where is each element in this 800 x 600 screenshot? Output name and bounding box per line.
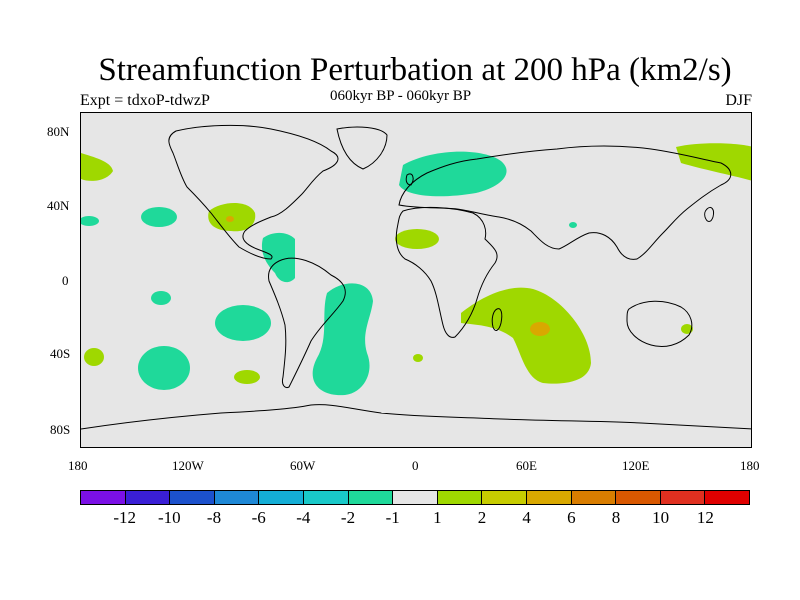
coast-north-america	[168, 124, 339, 260]
anomaly-s-atlantic	[312, 283, 373, 396]
map-panel	[80, 112, 752, 448]
anomaly-arctic-ne	[676, 143, 751, 181]
anomaly-core-mexico	[226, 216, 234, 222]
colorbar-label: 6	[567, 508, 576, 527]
coast-madagascar	[491, 308, 503, 331]
colorbar-label: 1	[433, 508, 442, 527]
colorbar-swatch	[170, 491, 215, 504]
colorbar-label: 8	[611, 508, 621, 527]
anomaly-small-s-pacific	[151, 291, 171, 305]
anomaly-n-atlantic	[399, 151, 507, 197]
coast-greenland	[336, 126, 388, 170]
colorbar-label: -10	[157, 508, 181, 527]
colorbar-label: -8	[206, 508, 222, 527]
colorbar-label: 12	[696, 508, 714, 527]
lat-tick-40n: 40N	[47, 198, 70, 213]
colorbar-label: 4	[522, 508, 531, 527]
anomaly-s-pacific-small	[234, 370, 260, 384]
period-label: 060kyr BP - 060kyr BP	[330, 88, 472, 104]
coast-uk	[405, 173, 414, 186]
anomaly-s-pacific	[138, 346, 190, 390]
lat-tick-80s: 80S	[50, 422, 71, 437]
season-label: DJF	[725, 92, 752, 109]
coast-south-america	[268, 257, 346, 388]
anomaly-core-indian	[530, 322, 550, 336]
anomaly-australia-east	[681, 324, 693, 334]
lat-tick-80n: 80N	[47, 124, 70, 139]
colorbar	[80, 490, 750, 505]
colorbar-label: -6	[251, 508, 266, 527]
coast-japan	[704, 206, 714, 222]
colorbar-swatch	[81, 491, 126, 504]
lon-tick-60e: 60E	[516, 458, 537, 473]
colorbar-swatch	[125, 491, 171, 504]
negative-anomaly-regions	[81, 151, 577, 396]
colorbar-swatch	[214, 491, 260, 504]
colorbar-swatch	[660, 491, 706, 504]
colorbar-swatch	[437, 491, 483, 504]
positive-core-regions	[226, 216, 550, 336]
anomaly-caribbean	[261, 232, 295, 283]
colorbar-swatch	[482, 491, 527, 504]
colorbar-swatch	[303, 491, 349, 504]
coast-antarctica	[81, 404, 751, 430]
lat-tick-eq: 0	[62, 273, 69, 288]
colorbar-label: 10	[652, 508, 670, 527]
lon-tick-180w: 180	[68, 458, 88, 473]
lon-tick-120w: 120W	[172, 458, 204, 473]
lon-tick-60w: 60W	[290, 458, 316, 473]
colorbar-swatch	[259, 491, 304, 504]
colorbar-swatch	[393, 491, 438, 504]
map-canvas	[81, 124, 751, 430]
anomaly-indian-ocean	[461, 287, 591, 384]
anomaly-w-edge-s	[84, 348, 104, 366]
coast-eurasia	[398, 145, 732, 260]
lon-tick-180e: 180	[740, 458, 760, 473]
colorbar-swatch	[616, 491, 661, 504]
colorbar-swatch	[348, 491, 394, 504]
colorbar-label: -4	[296, 508, 311, 527]
lon-tick-120e: 120E	[622, 458, 650, 473]
colorbar-label: -2	[340, 508, 356, 527]
colorbar-swatch	[705, 491, 749, 504]
colorbar-swatch	[571, 491, 617, 504]
anomaly-west-edge	[81, 216, 99, 226]
anomaly-small-tropical	[569, 222, 577, 228]
colorbar-label: 2	[477, 508, 487, 527]
anomaly-n-pacific	[141, 207, 177, 227]
colorbar-label: -1	[385, 508, 400, 527]
anomaly-small-atlantic	[413, 354, 423, 362]
map-title: Streamfunction Perturbation at 200 hPa (…	[98, 52, 732, 88]
lat-tick-40s: 40S	[50, 346, 71, 361]
coast-africa	[395, 206, 498, 338]
colorbar-swatch	[526, 491, 572, 504]
coastlines	[81, 124, 751, 430]
anomaly-africa-north	[395, 229, 439, 249]
colorbar-label: -12	[113, 508, 136, 527]
anomaly-arctic-nw	[81, 153, 113, 181]
experiment-label: Expt = tdxoP-tdwzP	[80, 92, 210, 109]
lon-tick-0: 0	[412, 458, 419, 473]
anomaly-se-pacific	[215, 305, 271, 341]
coast-australia	[626, 300, 693, 348]
